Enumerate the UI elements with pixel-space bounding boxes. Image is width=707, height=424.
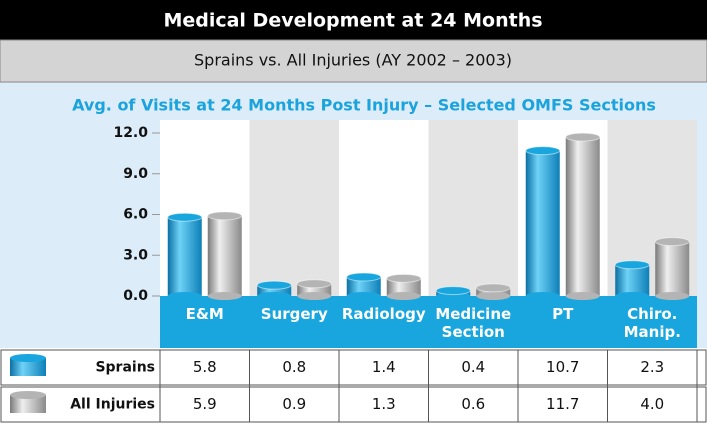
bar-body <box>257 285 292 296</box>
subtitle: Sprains vs. All Injuries (AY 2002 – 2003… <box>194 51 512 70</box>
x-tick-line: Section <box>442 323 505 341</box>
legend-icon <box>10 358 46 376</box>
legend-label: All Injuries <box>70 397 155 413</box>
category-band <box>160 296 697 348</box>
bar-top <box>207 211 243 221</box>
x-tick-line: Surgery <box>261 305 328 323</box>
data-label: 5.9 <box>193 395 217 413</box>
table-row <box>0 386 707 423</box>
bar-top <box>525 146 561 156</box>
bar-top <box>296 279 332 289</box>
y-tick-label: 0.0 <box>123 288 148 304</box>
bar-top <box>654 237 690 247</box>
table-row <box>0 349 707 386</box>
y-tick-label: 6.0 <box>123 207 148 223</box>
bar-body <box>655 241 690 296</box>
y-tick-label: 3.0 <box>123 247 148 263</box>
data-label: 2.3 <box>640 358 664 376</box>
header-bar <box>0 0 707 40</box>
data-label: 0.8 <box>282 358 306 376</box>
x-tick-label: Surgery <box>261 305 328 323</box>
bar-base <box>476 292 511 300</box>
data-label: 4.0 <box>640 395 664 413</box>
bar <box>207 211 243 300</box>
bar-base <box>525 292 560 300</box>
bar-top <box>565 132 601 142</box>
bar-body <box>386 278 421 296</box>
bar-base <box>207 292 242 300</box>
x-tick-line: PT <box>552 305 574 323</box>
column-band <box>428 120 518 296</box>
bar-top <box>435 286 471 296</box>
bar <box>654 237 690 300</box>
data-label: 1.3 <box>372 395 396 413</box>
bar-base <box>565 292 600 300</box>
x-tick-line: Manip. <box>624 323 681 341</box>
bar-base <box>386 292 421 300</box>
bar-body <box>346 276 381 296</box>
bar <box>346 272 382 300</box>
data-label: 0.9 <box>282 395 306 413</box>
x-tick-label: Medicine Section <box>435 305 511 341</box>
bar <box>386 273 422 300</box>
bar-base <box>615 292 650 300</box>
bar <box>256 280 292 300</box>
bar <box>435 286 471 300</box>
y-tick-label: 9.0 <box>123 166 148 182</box>
x-tick-line: E&M <box>186 305 224 323</box>
bar-top <box>614 260 650 270</box>
legend-label: Sprains <box>95 360 155 376</box>
bar <box>614 260 650 300</box>
column-band <box>249 120 339 296</box>
bar-body <box>207 215 242 296</box>
legend-icon <box>10 395 46 413</box>
data-label: 1.4 <box>372 358 396 376</box>
legend-icon-top <box>10 354 46 362</box>
bar-top <box>475 283 511 293</box>
data-label: 10.7 <box>546 358 579 376</box>
table-bg <box>0 348 707 424</box>
x-tick-line: Medicine <box>435 305 511 323</box>
bar-base <box>346 292 381 300</box>
bar <box>475 283 511 300</box>
bar-body <box>615 264 650 296</box>
bar-base <box>257 292 292 300</box>
bar-base <box>167 292 202 300</box>
data-label: 0.4 <box>461 358 485 376</box>
column-band <box>339 120 429 296</box>
data-label: 11.7 <box>546 395 579 413</box>
data-label: 0.6 <box>461 395 485 413</box>
bar-body <box>167 217 202 296</box>
bar-base <box>297 292 332 300</box>
x-tick-label: PT <box>552 305 574 323</box>
bar-base <box>655 292 690 300</box>
x-tick-line: Radiology <box>342 305 426 323</box>
bar <box>296 279 332 300</box>
x-tick-label: Radiology <box>342 305 426 323</box>
bar <box>565 132 601 300</box>
bar-top <box>346 272 382 282</box>
bar-top <box>386 273 422 283</box>
x-tick-line: Chiro. <box>627 305 677 323</box>
y-tick-label: 12.0 <box>113 125 148 141</box>
bar-body <box>525 150 560 296</box>
bar-top <box>167 212 203 222</box>
x-tick-label: Chiro. Manip. <box>624 305 681 341</box>
chart-title: Avg. of Visits at 24 Months Post Injury … <box>72 96 656 115</box>
bar <box>167 212 203 300</box>
header: Medical Development at 24 Months <box>163 10 542 32</box>
data-label: 5.8 <box>193 358 217 376</box>
bar-body <box>565 137 600 296</box>
bar-top <box>256 280 292 290</box>
legend-icon-top <box>10 391 46 399</box>
subtitle-bar <box>0 39 707 83</box>
x-tick-label: E&M <box>186 305 224 323</box>
bar <box>525 146 561 300</box>
